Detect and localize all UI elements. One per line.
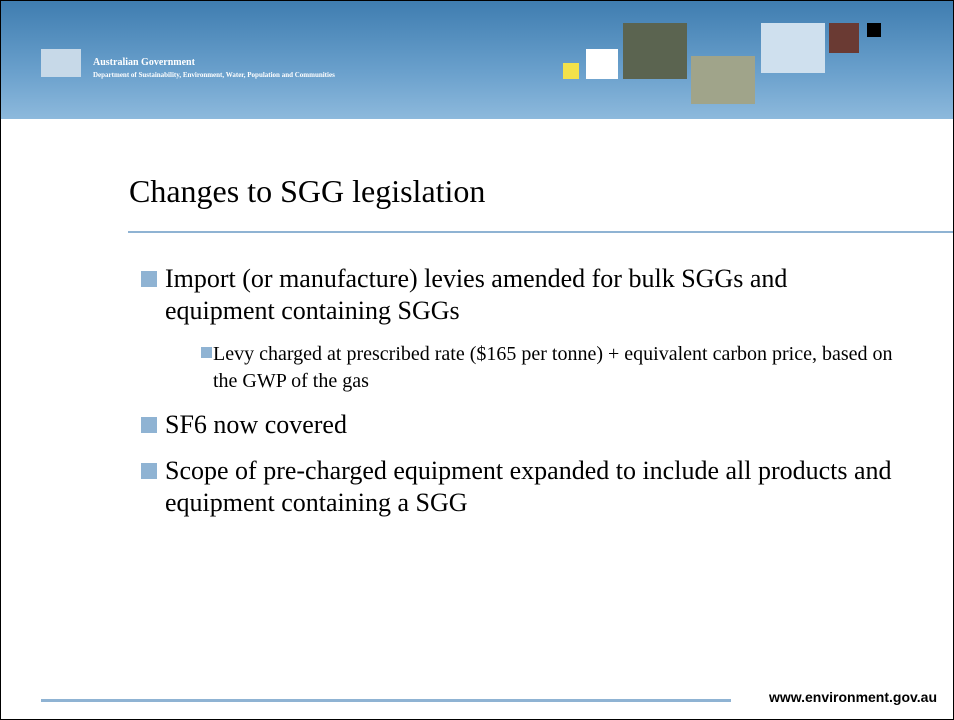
square <box>829 23 859 53</box>
photo <box>623 23 687 79</box>
square <box>867 23 881 37</box>
slide-title: Changes to SGG legislation <box>129 173 486 209</box>
footer-url: www.environment.gov.au <box>768 689 937 705</box>
crest <box>41 49 81 77</box>
footer-rule <box>41 699 731 702</box>
title-rule <box>128 231 953 233</box>
department-name: Department of Sustainability, Environmen… <box>93 71 335 79</box>
org-name: Australian Government <box>93 57 195 68</box>
bullet: Import (or manufacture) levies amended f… <box>141 263 901 395</box>
sub-bullet: Levy charged at prescribed rate ($165 pe… <box>201 341 901 395</box>
bullet: Scope of pre-charged equipment expanded … <box>141 455 901 519</box>
bullet: SF6 now covered <box>141 409 901 441</box>
square <box>563 63 579 79</box>
photo <box>761 23 825 73</box>
bullet-list: Import (or manufacture) levies amended f… <box>141 263 901 533</box>
square <box>586 49 618 79</box>
header-banner: Australian Government Department of Sust… <box>1 1 953 119</box>
photo <box>691 56 755 104</box>
